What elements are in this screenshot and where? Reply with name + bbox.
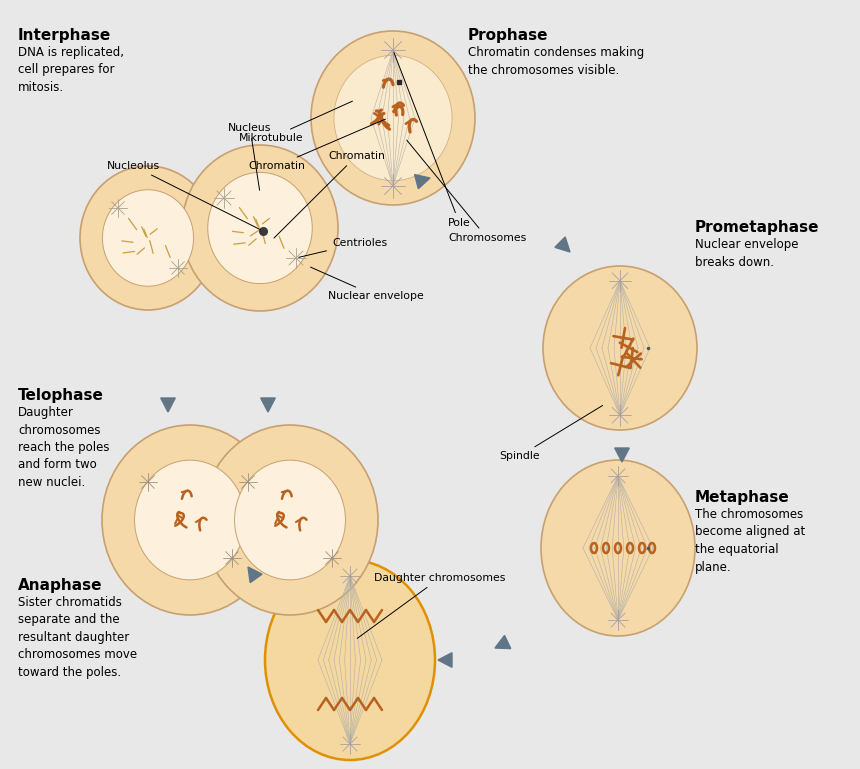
Ellipse shape: [134, 460, 245, 580]
Text: DNA is replicated,
cell prepares for
mitosis.: DNA is replicated, cell prepares for mit…: [18, 46, 124, 94]
Ellipse shape: [311, 31, 475, 205]
Ellipse shape: [202, 425, 378, 615]
Ellipse shape: [80, 166, 216, 310]
Text: Sister chromatids
separate and the
resultant daughter
chromosomes move
toward th: Sister chromatids separate and the resul…: [18, 596, 137, 679]
Ellipse shape: [334, 55, 452, 181]
Polygon shape: [261, 398, 275, 412]
Ellipse shape: [182, 145, 338, 311]
Text: Telophase: Telophase: [18, 388, 104, 403]
Polygon shape: [495, 635, 511, 648]
Text: Chromatin: Chromatin: [274, 151, 385, 238]
Ellipse shape: [265, 560, 435, 760]
Text: Nuclear envelope
breaks down.: Nuclear envelope breaks down.: [695, 238, 798, 268]
Polygon shape: [555, 237, 570, 252]
Polygon shape: [615, 448, 630, 462]
Text: Mikrotubule: Mikrotubule: [238, 102, 353, 143]
Ellipse shape: [541, 460, 695, 636]
Text: Interphase: Interphase: [18, 28, 111, 43]
Ellipse shape: [102, 190, 194, 286]
Text: Chromatin condenses making
the chromosomes visible.: Chromatin condenses making the chromosom…: [468, 46, 644, 76]
Text: Prometaphase: Prometaphase: [695, 220, 820, 235]
Ellipse shape: [235, 460, 346, 580]
Text: Nucleolus: Nucleolus: [107, 161, 261, 230]
Text: Centrioles: Centrioles: [298, 238, 387, 258]
Text: Chromatin: Chromatin: [249, 119, 385, 171]
Text: Chromosomes: Chromosomes: [407, 140, 526, 243]
Text: Spindle: Spindle: [500, 405, 603, 461]
Text: Prophase: Prophase: [468, 28, 549, 43]
Text: The chromosomes
become aligned at
the equatorial
plane.: The chromosomes become aligned at the eq…: [695, 508, 805, 574]
Text: Anaphase: Anaphase: [18, 578, 102, 593]
Polygon shape: [161, 398, 175, 412]
Text: Daughter chromosomes: Daughter chromosomes: [357, 573, 506, 638]
Polygon shape: [415, 175, 430, 188]
Polygon shape: [438, 653, 452, 667]
Text: Nuclear envelope: Nuclear envelope: [310, 267, 424, 301]
Text: Pole: Pole: [394, 52, 470, 228]
Ellipse shape: [208, 172, 312, 284]
Text: Metaphase: Metaphase: [695, 490, 789, 505]
Text: Nucleus: Nucleus: [228, 123, 272, 190]
Text: Daughter
chromosomes
reach the poles
and form two
new nuclei.: Daughter chromosomes reach the poles and…: [18, 406, 109, 489]
Ellipse shape: [543, 266, 697, 430]
Polygon shape: [248, 567, 262, 583]
Ellipse shape: [102, 425, 278, 615]
